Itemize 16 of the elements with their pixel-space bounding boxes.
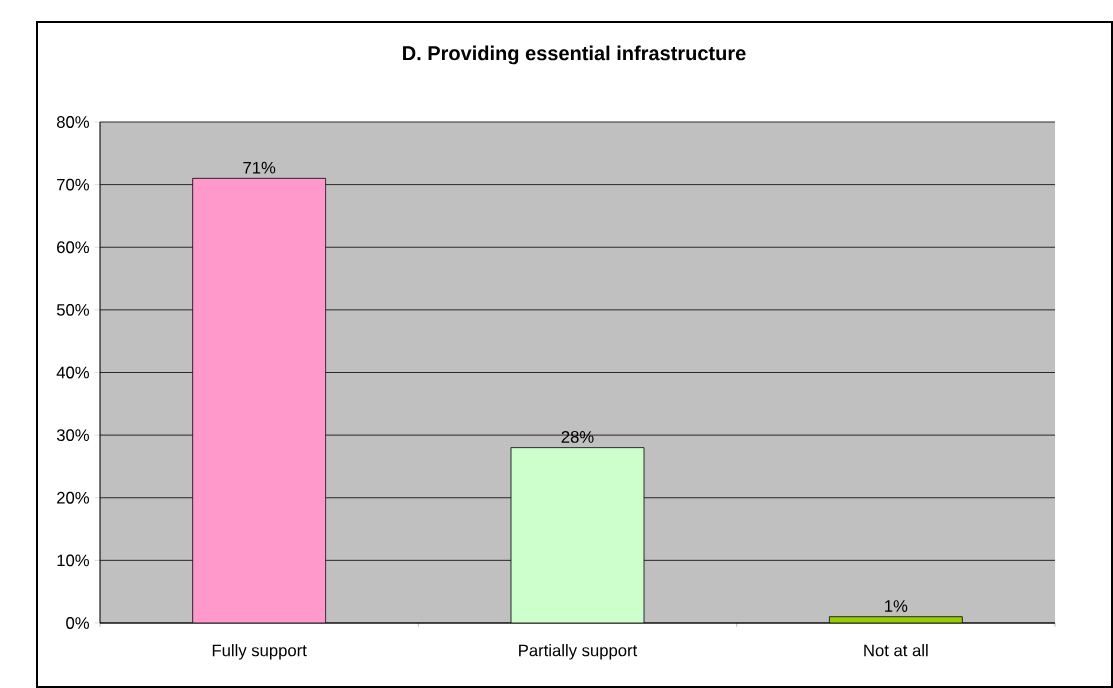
- data-label: 28%: [561, 431, 594, 443]
- y-tick-label: 20%: [57, 491, 89, 504]
- x-tick-label: Partially support: [519, 644, 638, 660]
- y-tick-label: 10%: [57, 554, 89, 567]
- y-tick-label: 50%: [56, 303, 89, 316]
- y-tick-label: 30%: [56, 429, 89, 442]
- y-tick-label: 0%: [66, 617, 90, 629]
- x-tick-label: Not at all: [864, 644, 928, 657]
- y-tick-label: 80%: [56, 116, 89, 128]
- x-tick-label: Fully support: [212, 644, 307, 660]
- data-label: 1%: [885, 600, 908, 612]
- y-tick-label: 40%: [56, 366, 89, 379]
- chart-title: D. Providing essential infrastructure: [403, 45, 746, 65]
- data-label: 71%: [243, 161, 276, 174]
- y-tick-label: 70%: [57, 178, 89, 191]
- y-tick-label: 60%: [57, 241, 89, 254]
